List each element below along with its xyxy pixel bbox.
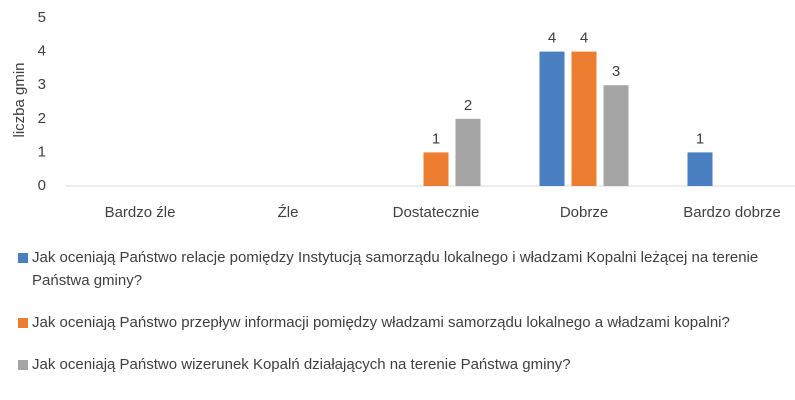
y-tick-label: 0: [38, 177, 46, 194]
legend-swatch: [18, 253, 28, 263]
data-label: 3: [612, 63, 620, 80]
legend: Jak oceniają Państwo relacje pomiędzy In…: [18, 246, 778, 395]
data-label: 1: [432, 130, 440, 147]
x-tick-label: Bardzo źle: [105, 204, 176, 221]
bar: [455, 118, 481, 186]
bar: [423, 152, 449, 186]
legend-label: Jak oceniają Państwo relacje pomiędzy In…: [32, 249, 759, 289]
legend-item: Jak oceniają Państwo wizerunek Kopalń dz…: [18, 353, 778, 376]
bar: [539, 51, 565, 186]
legend-swatch: [18, 318, 28, 328]
y-axis-label: liczba gmin: [11, 62, 28, 137]
y-tick-label: 4: [38, 43, 46, 60]
x-tick-label: Bardzo dobrze: [683, 204, 781, 221]
legend-item: Jak oceniają Państwo przepływ informacji…: [18, 311, 778, 334]
legend-item: Jak oceniają Państwo relacje pomiędzy In…: [18, 246, 778, 292]
y-tick-label: 2: [38, 110, 46, 127]
data-label: 1: [696, 130, 704, 147]
legend-label: Jak oceniają Państwo wizerunek Kopalń dz…: [32, 356, 571, 373]
data-label: 2: [464, 97, 472, 114]
bar: [571, 51, 597, 186]
y-tick-label: 1: [38, 143, 46, 160]
x-tick-label: Dostatecznie: [393, 204, 480, 221]
data-label: 4: [548, 30, 556, 47]
chart: liczba gmin 0 1 2 3 4 5 Bardzo źle Źle Dostatecz…: [11, 9, 795, 221]
bar: [687, 152, 713, 186]
y-tick-label: 5: [38, 9, 46, 26]
x-tick-label: Źle: [278, 204, 299, 221]
y-tick-label: 3: [38, 76, 46, 93]
legend-label: Jak oceniają Państwo przepływ informacji…: [32, 314, 730, 331]
bar: [603, 85, 629, 186]
data-label: 4: [580, 30, 588, 47]
legend-swatch: [18, 360, 28, 370]
x-tick-label: Dobrze: [560, 204, 608, 221]
